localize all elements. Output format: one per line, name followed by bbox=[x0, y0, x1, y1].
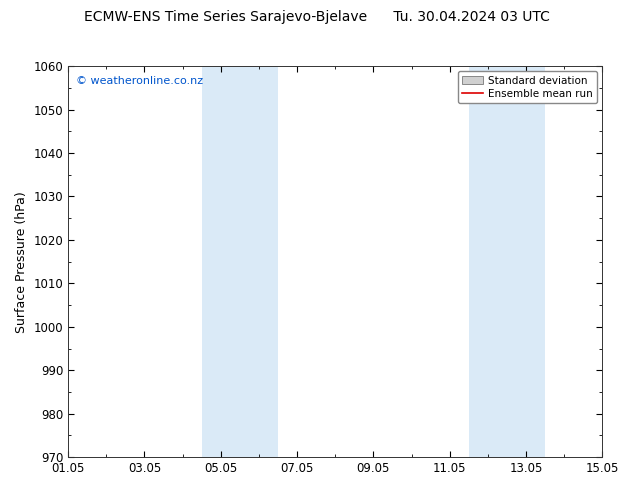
Text: ECMW-ENS Time Series Sarajevo-Bjelave      Tu. 30.04.2024 03 UTC: ECMW-ENS Time Series Sarajevo-Bjelave Tu… bbox=[84, 10, 550, 24]
Bar bbox=[469, 66, 507, 457]
Bar bbox=[240, 66, 278, 457]
Y-axis label: Surface Pressure (hPa): Surface Pressure (hPa) bbox=[15, 191, 28, 333]
Legend: Standard deviation, Ensemble mean run: Standard deviation, Ensemble mean run bbox=[458, 72, 597, 103]
Bar bbox=[507, 66, 545, 457]
Bar bbox=[202, 66, 240, 457]
Text: © weatheronline.co.nz: © weatheronline.co.nz bbox=[76, 76, 204, 86]
